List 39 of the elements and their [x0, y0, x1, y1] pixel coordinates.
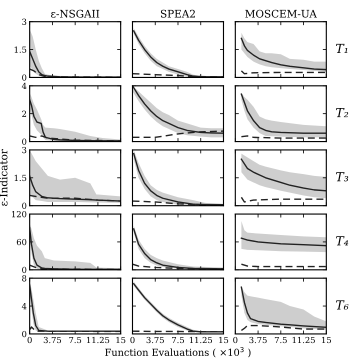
y-tick-label: 2 — [22, 110, 26, 117]
y-tick-label: 0 — [22, 202, 26, 209]
chart-title: SPEA2 — [160, 10, 195, 18]
y-tick-label: 0 — [22, 266, 26, 274]
y-tick-label: 0 — [22, 330, 26, 338]
x-tick-label: 11.25 — [292, 336, 315, 344]
x-tick-label: 0 — [28, 336, 32, 344]
y-tick-label: 120 — [12, 211, 26, 218]
y-tick-label: 4 — [22, 303, 26, 310]
y-tick-label: 4 — [22, 82, 26, 89]
y-tick-label: 0 — [22, 74, 26, 81]
y-tick-label: 1.5 — [14, 46, 26, 53]
text: T₄ — [336, 236, 348, 246]
text: T₂ — [336, 108, 348, 118]
x-tick-label: 15 — [322, 336, 331, 344]
x-axis-title: Function Evaluations ( ×10$^{3}$ ) — [105, 347, 251, 358]
y-tick-label: 1.5 — [14, 174, 26, 182]
x-tick-label: 11.25 — [190, 336, 212, 344]
x-tick-label: 3.75 — [249, 336, 267, 344]
y-tick-label: 60 — [16, 238, 26, 246]
x-tick-label: 11.25 — [87, 336, 110, 344]
y-tick-label: 3 — [22, 18, 26, 25]
y-tick-label: 0 — [22, 138, 26, 145]
x-tick-label: 15 — [116, 336, 126, 344]
text: T₆ — [336, 300, 349, 310]
x-tick-label: 0 — [130, 336, 135, 344]
text: T₁ — [336, 44, 348, 54]
text: T₃ — [336, 172, 348, 182]
x-tick-label: 3.75 — [146, 336, 164, 344]
x-tick-label: 7.5 — [274, 336, 287, 344]
y-tick-label: 3 — [22, 146, 26, 154]
chart-title: MOSCEM-UA — [245, 10, 317, 18]
x-tick-label: 0 — [233, 336, 238, 344]
x-tick-label: 7.5 — [172, 336, 184, 344]
x-tick-label: 15 — [219, 336, 228, 344]
x-tick-label: 7.5 — [69, 336, 82, 344]
y-tick-label: 8 — [22, 275, 26, 282]
chart-title: ε-NSGAII — [51, 10, 100, 18]
x-tick-label: 3.75 — [44, 336, 62, 344]
